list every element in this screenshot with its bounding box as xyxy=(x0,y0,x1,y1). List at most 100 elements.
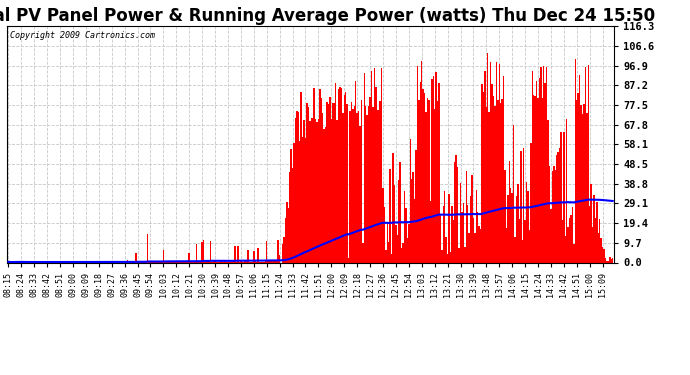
Bar xyxy=(324,129,325,262)
Bar xyxy=(374,68,375,262)
Bar xyxy=(550,209,552,262)
Bar xyxy=(509,161,510,262)
Bar xyxy=(497,100,499,262)
Bar xyxy=(424,93,425,262)
Bar xyxy=(292,168,293,262)
Bar xyxy=(333,104,335,262)
Bar xyxy=(183,261,184,262)
Bar xyxy=(458,248,460,262)
Bar xyxy=(531,72,533,262)
Bar xyxy=(507,195,509,262)
Bar xyxy=(197,261,199,262)
Bar xyxy=(286,202,288,262)
Bar xyxy=(486,107,487,262)
Bar xyxy=(351,102,352,262)
Bar xyxy=(322,113,324,262)
Bar xyxy=(417,66,418,262)
Bar xyxy=(499,64,500,262)
Bar xyxy=(503,76,504,262)
Bar xyxy=(437,101,438,262)
Bar xyxy=(493,96,494,262)
Bar xyxy=(233,261,235,262)
Bar xyxy=(464,247,466,262)
Bar xyxy=(335,82,336,262)
Bar xyxy=(389,168,391,262)
Bar xyxy=(441,250,442,262)
Bar xyxy=(435,72,437,262)
Bar xyxy=(232,261,233,262)
Bar xyxy=(588,65,589,262)
Bar xyxy=(518,183,519,262)
Bar xyxy=(489,112,490,262)
Bar xyxy=(276,261,277,262)
Bar xyxy=(282,244,283,262)
Bar xyxy=(511,193,513,262)
Bar xyxy=(288,208,289,262)
Bar xyxy=(538,99,539,262)
Bar xyxy=(571,215,572,262)
Bar xyxy=(384,207,385,262)
Bar xyxy=(385,250,386,262)
Bar xyxy=(415,150,417,262)
Bar xyxy=(477,212,478,262)
Bar xyxy=(290,149,292,262)
Bar xyxy=(575,60,576,262)
Bar xyxy=(273,261,275,262)
Bar xyxy=(196,244,197,262)
Bar xyxy=(305,138,306,262)
Bar xyxy=(365,106,366,262)
Bar xyxy=(523,148,524,262)
Bar xyxy=(580,105,582,262)
Bar xyxy=(405,208,406,262)
Bar xyxy=(578,93,579,262)
Bar xyxy=(127,261,128,262)
Bar xyxy=(556,155,558,262)
Bar xyxy=(411,179,413,262)
Bar xyxy=(361,100,362,262)
Bar xyxy=(608,261,609,262)
Bar xyxy=(312,118,313,262)
Bar xyxy=(128,261,130,262)
Bar xyxy=(455,154,457,262)
Bar xyxy=(542,98,543,262)
Bar xyxy=(213,261,215,262)
Bar xyxy=(210,241,211,262)
Bar xyxy=(135,254,137,262)
Bar xyxy=(461,212,463,262)
Bar xyxy=(348,258,349,262)
Bar xyxy=(352,109,353,262)
Bar xyxy=(138,261,139,262)
Bar xyxy=(584,67,586,262)
Bar xyxy=(444,191,446,262)
Bar xyxy=(150,261,151,262)
Bar xyxy=(134,261,135,262)
Bar xyxy=(152,261,154,262)
Bar xyxy=(572,207,573,262)
Bar xyxy=(391,254,393,262)
Bar xyxy=(377,110,378,262)
Bar xyxy=(304,120,305,262)
Bar xyxy=(599,219,600,262)
Bar xyxy=(447,254,448,262)
Bar xyxy=(137,261,138,262)
Bar xyxy=(494,106,495,262)
Bar xyxy=(434,109,435,262)
Bar xyxy=(402,243,404,262)
Bar xyxy=(368,106,369,262)
Bar xyxy=(317,118,319,262)
Bar xyxy=(463,203,464,262)
Bar xyxy=(418,100,420,262)
Bar xyxy=(268,261,269,262)
Bar xyxy=(569,218,571,262)
Bar xyxy=(237,246,239,262)
Bar xyxy=(147,234,148,262)
Bar xyxy=(299,141,300,262)
Bar xyxy=(75,261,77,262)
Bar xyxy=(487,53,489,262)
Bar xyxy=(300,92,302,262)
Bar xyxy=(240,261,241,262)
Bar xyxy=(603,249,604,262)
Bar xyxy=(345,93,346,262)
Bar xyxy=(386,224,388,262)
Bar xyxy=(549,166,550,262)
